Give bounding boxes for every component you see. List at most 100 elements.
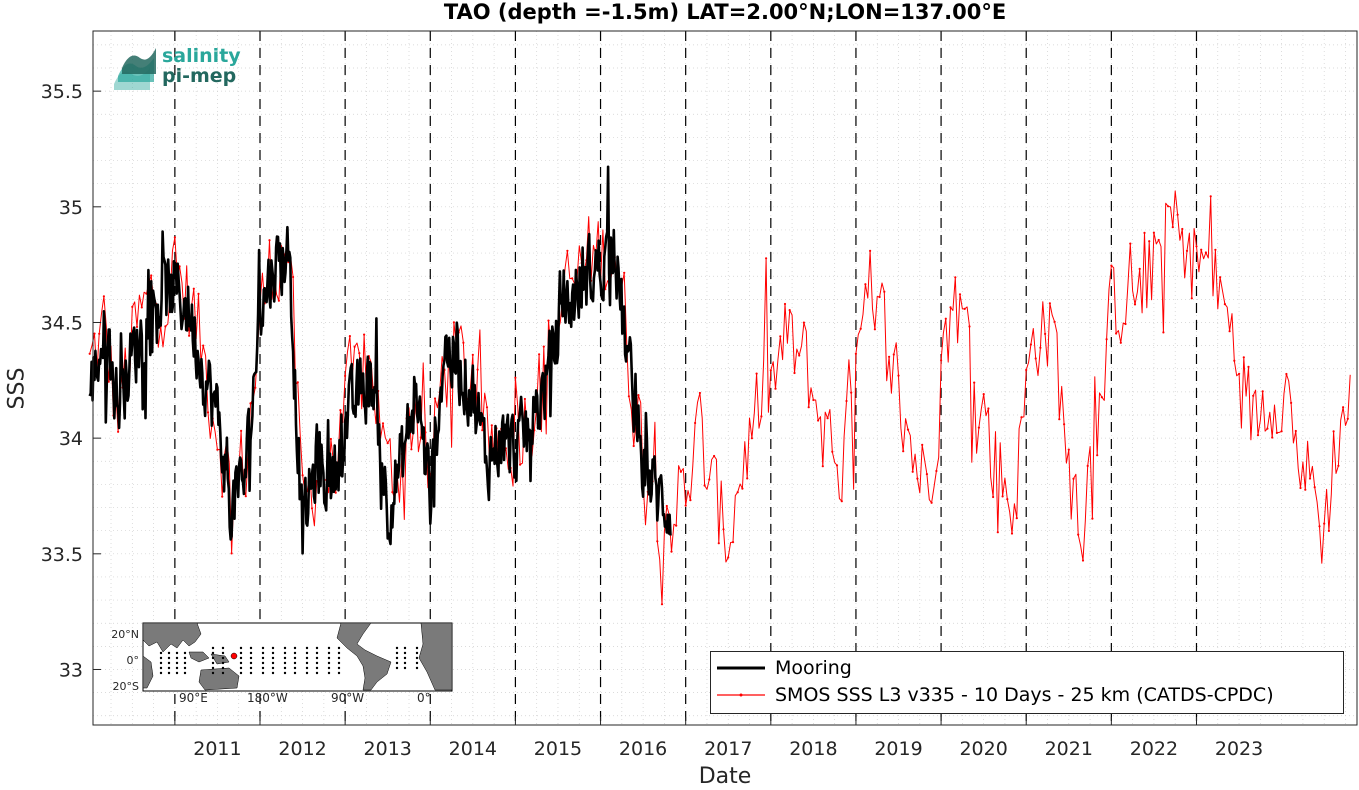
smos-series-point — [1256, 434, 1260, 437]
smos-series-point — [230, 552, 233, 555]
smos-series-point — [1096, 454, 1099, 457]
mooring-dot — [159, 671, 163, 675]
smos-series-point — [334, 491, 337, 494]
inset-lon-label: 90°E — [179, 691, 208, 705]
mooring-dot — [315, 671, 319, 675]
smos-series-point — [1176, 213, 1179, 216]
y-axis-label: SSS — [4, 367, 30, 410]
smos-series-point — [1337, 464, 1340, 467]
smos-series-point — [88, 352, 91, 355]
smos-series-point — [727, 556, 730, 559]
smos-series-point — [717, 542, 720, 545]
mooring-dot — [327, 661, 331, 665]
smos-series-point — [1001, 495, 1004, 498]
mooring-array-dots — [159, 646, 419, 675]
smos-series-point — [1133, 303, 1137, 306]
smos-series-point — [1294, 429, 1297, 433]
smos-series-point — [542, 345, 545, 348]
smos-series-point — [798, 354, 801, 357]
smos-series-point — [916, 477, 919, 480]
smos-series-point — [1266, 427, 1269, 430]
mooring-dot — [249, 646, 253, 650]
mooring-dot — [327, 666, 331, 670]
x-tick-label: 2020 — [959, 738, 1007, 760]
mooring-dot — [315, 661, 319, 665]
smos-series-point — [873, 328, 877, 331]
smos-series-point — [982, 393, 985, 396]
smos-series-point — [911, 470, 914, 473]
mooring-dot — [337, 671, 341, 675]
smos-series-point — [925, 473, 929, 476]
mooring-dot — [167, 671, 171, 675]
mooring-dot — [293, 661, 297, 665]
smos-series-point — [1200, 248, 1203, 251]
smos-series-point — [244, 495, 247, 498]
smos-series-point — [1157, 238, 1160, 242]
smos-series-point — [793, 371, 796, 375]
mooring-dot — [315, 646, 319, 650]
mooring-dot — [271, 671, 275, 675]
mooring-dot — [167, 666, 171, 670]
x-tick-label: 2018 — [789, 738, 837, 760]
smos-series-point — [1219, 276, 1222, 279]
smos-series-point — [1067, 448, 1070, 451]
smos-series-point — [490, 424, 493, 427]
mooring-dot — [283, 646, 287, 650]
smos-series-point — [731, 541, 735, 544]
smos-series-point — [1214, 248, 1217, 251]
smos-series-point — [452, 321, 455, 324]
smos-series-point — [627, 395, 631, 398]
smos-series-point — [391, 491, 394, 494]
mooring-dot — [175, 651, 179, 655]
mooring-dot — [221, 666, 225, 670]
mooring-dot — [239, 651, 243, 655]
smos-series-point — [1138, 267, 1141, 270]
smos-series-point — [221, 495, 224, 498]
mooring-dot — [167, 661, 171, 665]
smos-series-point — [192, 287, 195, 290]
smos-series-point — [987, 407, 990, 410]
mooring-dot — [239, 671, 243, 675]
mooring-dot — [221, 661, 225, 665]
smos-series-point — [1171, 226, 1174, 229]
smos-series-point — [1304, 488, 1307, 491]
smos-series-point — [921, 443, 924, 446]
smos-series-point — [188, 334, 191, 337]
smos-series-point — [783, 302, 787, 306]
smos-series-point — [1048, 302, 1051, 305]
mooring-dot — [403, 646, 407, 650]
smos-series-point — [788, 309, 791, 312]
smos-series-point — [173, 236, 176, 239]
smos-series-point — [1223, 303, 1226, 306]
mooring-dot — [271, 646, 275, 650]
smos-series-point — [102, 295, 105, 298]
smos-series-point — [1342, 406, 1345, 409]
smos-series-point — [292, 275, 295, 279]
location-inset-map: 20°N 0° 20°S — [111, 622, 453, 692]
smos-series-point — [906, 428, 910, 431]
mooring-dot — [403, 656, 407, 660]
smos-series-point — [750, 437, 754, 440]
australia-landmass — [198, 667, 240, 691]
smos-series-point — [1204, 251, 1207, 254]
mooring-dot — [337, 646, 341, 650]
smos-series-point — [1190, 297, 1193, 300]
smos-series-point — [684, 504, 687, 507]
legend-entry-smos: SMOS SSS L3 v335 - 10 Days - 25 km (CATD… — [717, 682, 1274, 708]
smos-series-point — [485, 406, 489, 409]
smos-series-point — [854, 352, 858, 355]
smos-series-point — [845, 399, 848, 403]
smos-series-point — [973, 381, 976, 384]
smos-series-point — [1271, 436, 1274, 439]
smos-series-point — [471, 353, 474, 356]
smos-series-point — [135, 325, 139, 328]
smos-series-point — [741, 487, 744, 490]
mooring-dot — [415, 661, 419, 665]
smos-series-point — [902, 450, 905, 453]
mooring-dot — [221, 671, 225, 675]
americas-landmass — [336, 622, 392, 691]
mooring-dot — [167, 651, 171, 655]
mooring-dot — [261, 651, 265, 655]
mooring-dot — [305, 671, 309, 675]
smos-series-point — [1313, 486, 1316, 489]
